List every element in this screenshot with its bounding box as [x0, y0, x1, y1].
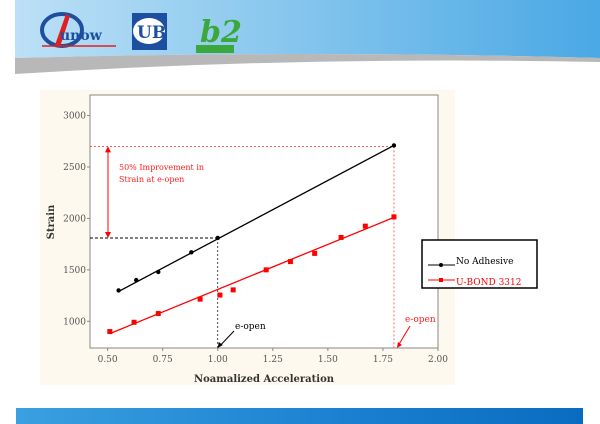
data-point-no-adhesive — [215, 235, 220, 241]
data-point-ubond — [217, 292, 223, 298]
eopen-black-pointer — [219, 330, 235, 347]
data-point-no-adhesive — [134, 277, 139, 283]
data-point-no-adhesive — [391, 143, 397, 148]
header-banner: unow UB b2 — [0, 0, 600, 74]
data-point-no-adhesive — [116, 288, 121, 293]
x-tick-label: 1.50 — [318, 355, 338, 365]
eopen-black-label: e-open — [235, 322, 266, 332]
data-point-ubond — [107, 329, 113, 335]
y-tick-label: 2500 — [63, 163, 86, 173]
data-point-no-adhesive — [189, 250, 194, 255]
x-tick-label: 2.00 — [428, 355, 448, 365]
eopen-red-label: e-open — [405, 315, 436, 325]
y-axis-label: Strain — [46, 204, 57, 239]
data-point-ubond — [287, 259, 293, 265]
plot-area — [89, 94, 439, 349]
x-axis-label: Noamalized Acceleration — [194, 374, 335, 385]
data-point-ubond — [230, 287, 236, 293]
data-point-ubond — [338, 234, 344, 240]
x-tick-label: 1.75 — [373, 355, 393, 365]
data-point-ubond — [362, 223, 368, 229]
eopen-red-arrowhead — [396, 342, 402, 348]
arrow-head-down — [105, 231, 111, 238]
data-point-ubond — [391, 214, 397, 220]
unow-logo: unow — [40, 12, 116, 48]
legend-marker-red — [439, 278, 443, 282]
data-point-ubond — [131, 319, 137, 325]
arrow-head-up — [105, 146, 111, 153]
x-tick-label: 0.50 — [98, 355, 118, 365]
y-tick-label: 2000 — [63, 214, 86, 224]
legend-label-no-adhesive: No Adhesive — [456, 257, 513, 267]
data-point-no-adhesive — [156, 269, 161, 275]
svg-text:UB: UB — [137, 23, 166, 43]
y-tick-label: 3000 — [63, 112, 86, 122]
x-tick-label: 1.25 — [263, 355, 283, 365]
footer-bar — [16, 408, 583, 424]
data-point-ubond — [312, 250, 318, 256]
data-point-ubond — [155, 311, 161, 317]
svg-text:b2: b2 — [200, 15, 242, 50]
improvement-annotation-1: 50% Improvement in — [119, 163, 204, 172]
data-point-ubond — [197, 296, 203, 302]
eopen-black-arrowhead — [217, 342, 223, 348]
fit-line-0 — [118, 144, 395, 293]
b2-logo: b2 — [196, 15, 242, 53]
svg-text:unow: unow — [60, 28, 103, 44]
eopen-red-pointer — [397, 325, 411, 347]
x-tick-label: 1.00 — [208, 355, 228, 365]
ub-logo: UB — [132, 13, 167, 50]
improvement-annotation-2: Strain at e-open — [119, 175, 184, 184]
legend-label-ubond: U-BOND 3312 — [456, 278, 521, 288]
data-point-ubond — [263, 267, 269, 273]
y-tick-label: 1500 — [63, 266, 86, 276]
x-tick-label: 0.75 — [153, 355, 173, 365]
legend: No Adhesive U-BOND 3312 — [421, 239, 538, 289]
y-tick-label: 1000 — [63, 317, 86, 327]
legend-marker-black — [439, 263, 443, 267]
